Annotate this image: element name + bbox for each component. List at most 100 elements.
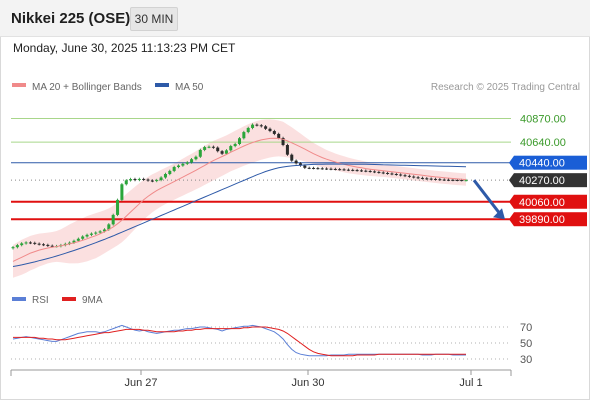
candle-body: [455, 179, 459, 181]
rsi-tick-30: 30: [520, 354, 532, 366]
candle-body: [316, 168, 320, 170]
candle-body: [429, 178, 433, 180]
candle-body: [133, 179, 137, 181]
x-tick-label-1: Jun 30: [291, 377, 324, 389]
candle-body: [268, 128, 272, 132]
candle-body: [386, 172, 390, 174]
legend-rsi-ma-label: 9MA: [82, 295, 103, 306]
candle-body: [163, 174, 167, 178]
legend-rsi-label: RSI: [32, 295, 49, 306]
candle-body: [120, 184, 124, 200]
candle-body: [329, 168, 333, 170]
candle-body: [420, 177, 424, 179]
candle-body: [94, 232, 98, 234]
level-pointer-3: [509, 173, 514, 188]
legend-ma20-label: MA 20 + Bollinger Bands: [32, 82, 142, 93]
ma50-line: [12, 163, 467, 267]
candle-body: [425, 178, 429, 180]
candle-body: [229, 146, 233, 151]
candle-body: [272, 131, 276, 134]
timestamp: Monday, June 30, 2025 11:13:23 PM CET: [13, 41, 236, 55]
candle-body: [373, 171, 377, 173]
legend-swatch-ma20: [12, 83, 26, 87]
timeframe-button[interactable]: 30 MIN: [130, 7, 178, 31]
candle-body: [381, 172, 385, 174]
candle-body: [285, 145, 289, 155]
candle-body: [364, 170, 368, 172]
candle-body: [312, 167, 316, 169]
candle-body: [137, 178, 141, 180]
rsi-grid: 70 50 30: [11, 322, 532, 366]
candle-body: [41, 244, 46, 246]
candle-body: [20, 243, 24, 246]
ma20-line: [12, 137, 467, 262]
candle-body: [194, 156, 198, 160]
candle-body: [146, 179, 150, 181]
candle-body: [168, 170, 172, 174]
candle-body: [150, 180, 154, 182]
level-label-1: 40640.00: [520, 137, 566, 149]
candle-body: [124, 180, 128, 185]
level-pointer-2: [509, 155, 514, 170]
candle-body: [37, 243, 41, 245]
candle-body: [338, 169, 342, 171]
candle-body: [447, 179, 451, 181]
candle-body: [50, 245, 54, 247]
candle-body: [368, 171, 372, 173]
candle-body: [224, 150, 228, 154]
candle-body: [290, 154, 294, 161]
candle-body: [190, 159, 194, 163]
candle-body: [307, 167, 311, 169]
candle-body: [298, 163, 302, 166]
rsi-line: [12, 324, 466, 357]
candle-body: [294, 160, 298, 164]
candle-body: [181, 163, 185, 166]
candle-body: [159, 177, 163, 181]
candle-body: [72, 240, 76, 243]
candle-body: [142, 178, 146, 180]
candle-body: [237, 138, 242, 144]
candle-body: [242, 132, 246, 139]
candle-body: [403, 175, 407, 177]
candle-body: [342, 169, 346, 171]
x-axis-ticks: Jun 27 Jun 30 Jul 1: [124, 370, 483, 389]
legend-swatch-rsi: [12, 297, 26, 301]
candle-body: [251, 124, 255, 128]
candle-body: [85, 234, 89, 237]
level-labels: 40870.00 40640.00 40440.00 40270.00 40060.00…: [509, 114, 587, 227]
candle-body: [412, 176, 416, 178]
candle-body: [281, 138, 285, 146]
candle-body: [390, 173, 394, 175]
candle-body: [255, 124, 259, 126]
candle-body: [203, 147, 207, 150]
rsi-ma-line: [13, 326, 466, 357]
candle-body: [198, 149, 202, 157]
level-label-0: 40870.00: [520, 114, 566, 126]
level-pointer-4: [509, 194, 514, 209]
candle-body: [98, 231, 102, 233]
candle-body: [102, 229, 106, 232]
candle-body: [33, 242, 37, 244]
candles: [11, 123, 468, 250]
candle-body: [433, 178, 438, 180]
candle-body: [116, 199, 120, 215]
candle-body: [155, 180, 159, 182]
rsi-tick-70: 70: [520, 322, 532, 334]
candle-body: [451, 179, 455, 181]
candle-body: [333, 168, 337, 170]
level-pointer-5: [509, 212, 514, 227]
candle-body: [216, 147, 220, 152]
legend-swatch-ma50: [155, 83, 169, 87]
candle-body: [394, 174, 398, 175]
rsi-tick-50: 50: [520, 338, 532, 350]
candle-body: [211, 146, 215, 148]
candle-body: [185, 162, 189, 164]
forecast-arrow-head: [493, 208, 505, 220]
forecast-arrow: [472, 179, 505, 220]
candle-body: [68, 242, 72, 244]
legend-swatch-rsi-ma: [62, 297, 76, 301]
forecast-arrow-shaft: [472, 179, 503, 217]
candle-body: [416, 177, 420, 179]
candle-body: [325, 168, 329, 170]
